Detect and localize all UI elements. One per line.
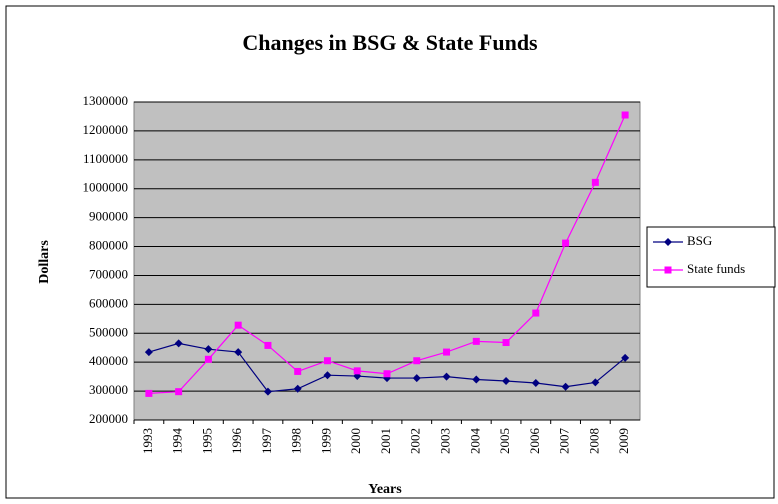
- point: [532, 309, 540, 317]
- y-tick-label: 500000: [89, 324, 128, 339]
- legend-marker: [664, 266, 672, 274]
- legend-box: [646, 226, 776, 288]
- point: [561, 382, 570, 391]
- point: [472, 375, 481, 384]
- x-tick-label: 2006: [527, 428, 542, 455]
- point: [502, 339, 510, 347]
- point: [591, 178, 599, 186]
- x-tick-label: 2009: [616, 428, 631, 454]
- x-tick-label: 1997: [259, 428, 274, 455]
- point: [531, 378, 540, 387]
- point: [621, 111, 629, 119]
- y-tick-label: 300000: [89, 382, 128, 397]
- x-tick-label: 2003: [438, 428, 453, 454]
- y-tick-label: 1000000: [83, 180, 129, 195]
- point: [353, 367, 361, 375]
- point: [413, 357, 421, 365]
- x-tick-label: 2004: [467, 428, 482, 455]
- x-tick-label: 2002: [408, 428, 423, 454]
- y-axis-label: Dollars: [37, 240, 52, 284]
- y-tick-label: 600000: [89, 295, 128, 310]
- x-tick-label: 1996: [229, 428, 244, 455]
- y-tick-label: 1100000: [83, 151, 128, 166]
- y-tick-label: 1200000: [83, 122, 129, 137]
- point: [145, 389, 153, 397]
- point: [562, 239, 570, 247]
- x-axis-label: Years: [368, 482, 402, 497]
- point: [264, 341, 272, 349]
- point: [234, 321, 242, 329]
- point: [323, 371, 332, 380]
- legend-label: State funds: [687, 261, 745, 276]
- point: [204, 355, 212, 363]
- x-tick-label: 1995: [199, 428, 214, 454]
- chart-title: Changes in BSG & State Funds: [242, 30, 538, 55]
- y-tick-label: 900000: [89, 209, 128, 224]
- legend-label: BSG: [687, 233, 712, 248]
- y-tick-label: 1300000: [83, 93, 129, 108]
- x-tick-label: 1993: [140, 428, 155, 454]
- y-tick-label: 700000: [89, 266, 128, 281]
- y-tick-label: 200000: [89, 411, 128, 426]
- x-tick-label: 1994: [170, 428, 185, 455]
- point: [174, 339, 183, 348]
- point: [294, 367, 302, 375]
- point: [144, 348, 153, 357]
- x-tick-label: 2008: [586, 428, 601, 454]
- point: [472, 337, 480, 345]
- point: [383, 370, 391, 378]
- point: [175, 388, 183, 396]
- x-tick-label: 2001: [378, 428, 393, 454]
- x-tick-label: 2000: [348, 428, 363, 454]
- x-tick-label: 1998: [289, 428, 304, 454]
- x-tick-label: 2005: [497, 428, 512, 454]
- point: [442, 372, 451, 381]
- point: [323, 357, 331, 365]
- point: [621, 353, 630, 362]
- point: [591, 378, 600, 387]
- plot-area: [133, 101, 641, 421]
- point: [204, 345, 213, 354]
- point: [293, 384, 302, 393]
- point: [412, 374, 421, 383]
- y-tick-label: 800000: [89, 238, 128, 253]
- y-tick-label: 400000: [89, 353, 128, 368]
- point: [234, 348, 243, 357]
- x-tick-label: 2007: [557, 428, 572, 455]
- point: [443, 348, 451, 356]
- x-tick-label: 1999: [318, 428, 333, 454]
- point: [263, 387, 272, 396]
- legend-marker: [664, 238, 672, 246]
- point: [502, 376, 511, 385]
